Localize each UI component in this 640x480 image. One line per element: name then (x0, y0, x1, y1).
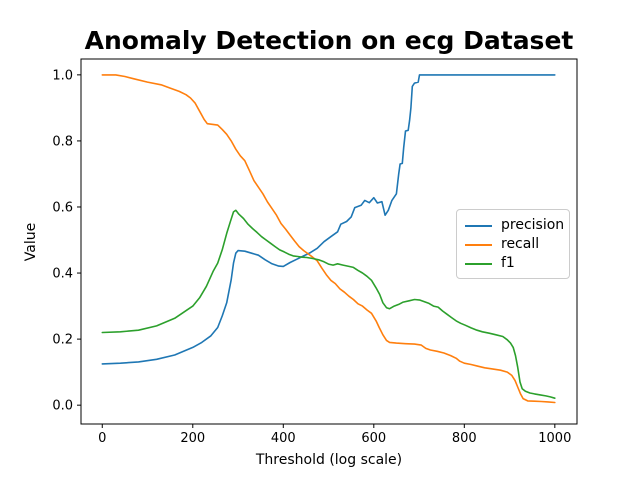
x-tick-label: 600 (361, 431, 386, 446)
legend-entry-recall: recall (465, 235, 561, 254)
x-tick-label: 1000 (538, 431, 571, 446)
y-axis-label: Value (23, 222, 39, 262)
chart-title: Anomaly Detection on ecg Dataset (84, 26, 574, 55)
recall-line-swatch (465, 243, 492, 246)
x-axis-label: Threshold (log scale) (255, 452, 403, 468)
legend-entry-f1: f1 (465, 254, 561, 273)
recall-line (101, 74, 556, 404)
legend-label: f1 (501, 255, 515, 271)
y-tick-label: 1.0 (52, 68, 73, 83)
x-tick-label: 200 (180, 431, 205, 446)
y-tick-label: 0.6 (52, 200, 73, 215)
y-tick-label: 0.8 (52, 134, 73, 149)
x-tick-label: 0 (98, 431, 106, 446)
x-tick-label: 400 (271, 431, 296, 446)
y-tick-label: 0.4 (52, 267, 73, 282)
legend-label: precision (501, 217, 565, 233)
f1-line-swatch (465, 262, 492, 265)
legend: precision recall f1 (456, 209, 570, 279)
legend-entry-precision: precision (465, 216, 565, 235)
y-tick-label: 0.0 (52, 399, 73, 414)
x-tick-label: 800 (452, 431, 477, 446)
legend-label: recall (501, 236, 540, 252)
precision-line-swatch (465, 224, 492, 227)
precision-line (101, 74, 556, 365)
axes-spines (80, 58, 578, 425)
f1-line (101, 209, 556, 400)
y-tick-label: 0.2 (52, 333, 73, 348)
